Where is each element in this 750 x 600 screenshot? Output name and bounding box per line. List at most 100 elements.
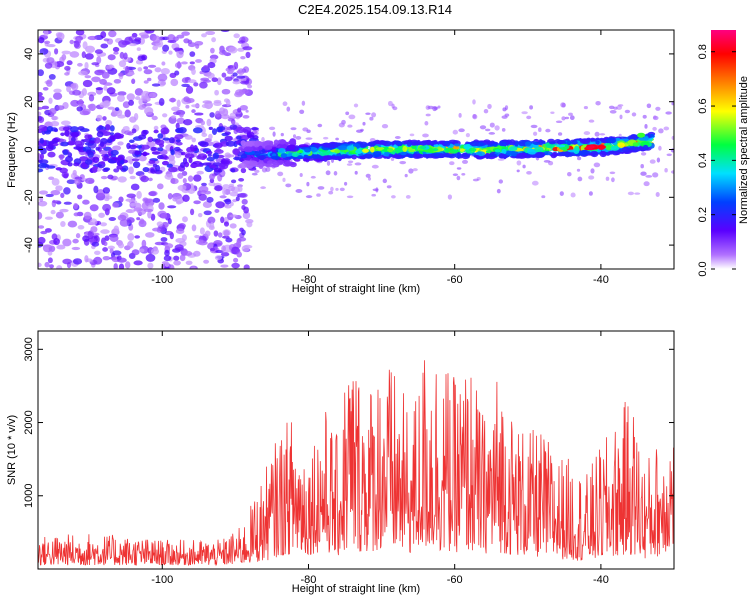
spectrogram-cell (44, 62, 53, 69)
spectrogram-cell (501, 115, 508, 119)
spectrogram-cell (224, 131, 231, 136)
spectrogram-cell (96, 56, 102, 65)
spectrogram-cell (177, 126, 187, 134)
spectrogram-cell (170, 78, 179, 87)
spectrogram-cell (179, 254, 186, 262)
colorbar-tick-label: 0.4 (697, 153, 709, 168)
spectrogram-cell (173, 146, 181, 152)
spectrogram-cell (131, 128, 137, 134)
snr-panel: -100 -80 -60 -40 1000 2000 3000 Height of str… (6, 330, 675, 595)
spectrogram-cell (126, 209, 133, 213)
spectrogram-cell (150, 168, 155, 173)
spectrogram-cell (158, 98, 165, 106)
spectrogram-cell (135, 96, 141, 101)
spectrogram-cell (201, 104, 209, 109)
spectrogram-cell (209, 222, 215, 229)
spectrogram-cell (242, 211, 251, 220)
spectrogram-cell (41, 127, 48, 132)
spectrogram-cell (104, 124, 111, 131)
spectrogram-cell (220, 171, 226, 176)
spectrogram-cell (289, 138, 297, 145)
spectrogram-cell (209, 247, 216, 252)
spectrogram-cell (532, 141, 541, 145)
spectrogram-cell (93, 256, 103, 265)
spectrogram-cell (557, 132, 563, 136)
spectrogram-cell (238, 162, 247, 169)
spectrogram-cell (38, 95, 45, 102)
spectrogram-cell (404, 173, 408, 178)
spectrogram-cell (211, 77, 219, 82)
spectrogram-cell (637, 132, 646, 138)
spectrogram-cell (197, 212, 203, 218)
spectrogram-cell (38, 262, 42, 268)
spectrogram-cell (143, 80, 149, 84)
spectrogram-cell (579, 138, 591, 145)
spectrogram-cell (187, 42, 197, 48)
spectrogram-cell (73, 162, 80, 167)
spectrogram-cell (494, 125, 500, 131)
spectrogram-cell (294, 158, 301, 162)
spectrogram-cell (160, 127, 170, 135)
spectrogram-cell (168, 97, 177, 103)
spectrogram-cell (153, 125, 159, 131)
y-tick-label: 1000 (23, 484, 35, 508)
figure-title: C2E4.2025.154.09.13.R14 (298, 2, 452, 17)
spectrogram-cell (112, 250, 122, 256)
spectrogram-cell (129, 175, 136, 180)
spectrogram-cell (609, 110, 617, 114)
spectrogram-cell (246, 221, 253, 228)
spectrogram-cell (45, 193, 54, 198)
spectrogram-cell (375, 187, 379, 193)
spectrogram-cell (154, 67, 162, 73)
spectrogram-cell (151, 151, 161, 155)
spectrogram-cell (640, 164, 644, 169)
spectrogram-cell (40, 230, 48, 235)
spectrogram-cell (44, 261, 50, 268)
spectrogram-cell (391, 154, 402, 159)
spectrogram-cell (258, 163, 264, 170)
spectrogram-cell (167, 205, 177, 209)
spectrogram-cell (138, 32, 149, 37)
spectrogram-cell (116, 165, 124, 170)
spectrogram-cell (72, 89, 82, 96)
spectrogram-cell (663, 126, 670, 131)
spectrogram-cell (238, 89, 249, 94)
spectrogram-cell (260, 186, 266, 190)
spectrogram-cell (595, 140, 600, 145)
spectrogram-cell (461, 159, 469, 164)
spectrogram-cell (346, 163, 353, 166)
spectrogram-cell (232, 80, 241, 85)
spectrogram-cell (242, 46, 253, 51)
spectrogram-cell (642, 144, 649, 150)
spectrogram-cell (39, 137, 45, 144)
spectrogram-cell (617, 104, 624, 107)
spectrogram-cell (532, 131, 538, 136)
spectrogram-cell (240, 140, 247, 146)
colorbar-gradient (711, 30, 736, 269)
spectrogram-cell (53, 88, 62, 93)
spectrogram-cell (564, 116, 570, 120)
spectrogram-cell (487, 103, 492, 109)
spectrogram-cell (472, 178, 479, 182)
spectrogram-cell (107, 245, 116, 250)
spectrogram-cell (254, 169, 260, 174)
spectrogram-cell (567, 171, 572, 177)
spectrogram-cell (241, 205, 246, 210)
spectrogram-cell (371, 164, 379, 169)
spectrogram-cell (492, 143, 498, 147)
spectrogram-cell (151, 115, 158, 121)
spectrogram-cell (152, 197, 161, 203)
spectrogram-cell (555, 120, 563, 124)
spectrogram-cell (203, 210, 212, 216)
spectrogram-cell (469, 141, 479, 147)
spectrogram-cell (76, 106, 83, 112)
spectrogram-cell (162, 113, 168, 118)
spectrogram-cell (152, 163, 158, 168)
spectrogram-cell (221, 245, 226, 252)
spectrogram-cell (220, 216, 225, 224)
spectrogram-cell (206, 118, 212, 127)
spectrogram-cell (152, 35, 161, 44)
spectrogram-cell (433, 143, 439, 148)
spectrogram-cell (126, 142, 131, 150)
spectrogram-cell (125, 65, 130, 74)
